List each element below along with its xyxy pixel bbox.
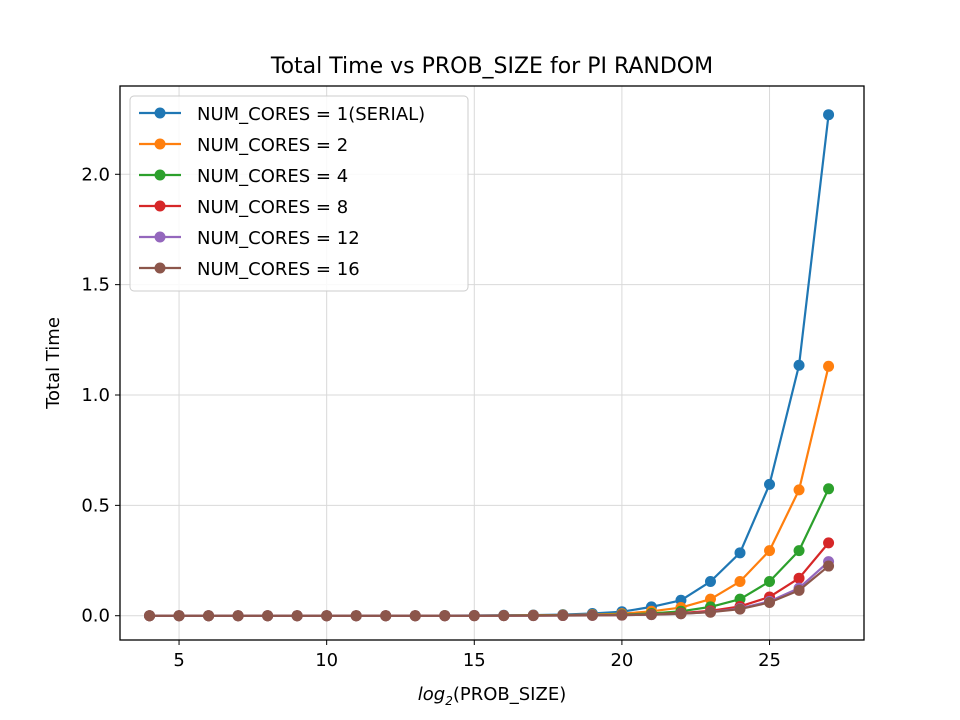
data-point bbox=[764, 576, 776, 588]
x-axis-label-rest: (PROB_SIZE) bbox=[453, 684, 566, 705]
y-tick-label: 2.0 bbox=[81, 164, 110, 185]
data-point bbox=[527, 610, 539, 622]
data-point bbox=[321, 610, 333, 622]
data-point bbox=[764, 545, 776, 557]
legend-label: NUM_CORES = 1(SERIAL) bbox=[197, 104, 425, 125]
data-point bbox=[498, 610, 510, 622]
x-tick-label: 20 bbox=[610, 650, 633, 671]
data-point bbox=[793, 584, 805, 596]
legend-marker bbox=[154, 138, 166, 150]
data-point bbox=[823, 537, 835, 549]
data-point bbox=[675, 608, 687, 620]
data-point bbox=[203, 610, 215, 622]
data-point bbox=[764, 478, 776, 490]
legend-marker bbox=[154, 107, 166, 119]
data-point bbox=[262, 610, 274, 622]
plot-frame bbox=[119, 85, 865, 641]
data-point bbox=[823, 483, 835, 495]
legend-item: NUM_CORES = 4 bbox=[139, 166, 348, 187]
x-tick-label: 10 bbox=[315, 650, 338, 671]
y-tick-label: 1.0 bbox=[81, 385, 110, 406]
series-6 bbox=[144, 560, 835, 622]
data-point bbox=[586, 609, 598, 621]
legend-item: NUM_CORES = 2 bbox=[139, 135, 348, 156]
x-axis-label-log: log bbox=[418, 684, 445, 705]
data-point bbox=[439, 610, 451, 622]
data-point bbox=[793, 484, 805, 496]
y-axis: 0.0 0.5 1.0 1.5 2.0 bbox=[81, 164, 120, 627]
legend-marker bbox=[154, 262, 166, 274]
data-point bbox=[409, 610, 421, 622]
chart-title: Total Time vs PROB_SIZE for PI RANDOM bbox=[270, 54, 713, 79]
data-point bbox=[380, 610, 392, 622]
data-point bbox=[468, 610, 480, 622]
legend-marker bbox=[154, 231, 166, 243]
data-point bbox=[291, 610, 303, 622]
data-point bbox=[764, 596, 776, 608]
data-point bbox=[793, 545, 805, 557]
legend-item: NUM_CORES = 8 bbox=[139, 197, 348, 218]
data-point bbox=[704, 593, 716, 605]
data-point bbox=[734, 603, 746, 615]
data-point bbox=[704, 576, 716, 588]
data-point bbox=[734, 576, 746, 588]
legend-marker bbox=[154, 169, 166, 181]
x-tick-label: 5 bbox=[173, 650, 184, 671]
x-tick-label: 25 bbox=[758, 650, 781, 671]
data-point bbox=[823, 360, 835, 372]
data-point bbox=[616, 609, 628, 621]
x-axis: 5 10 15 20 25 bbox=[173, 640, 781, 671]
data-point bbox=[823, 109, 835, 121]
legend-item: NUM_CORES = 1(SERIAL) bbox=[139, 104, 425, 125]
data-point bbox=[232, 610, 244, 622]
legend-label: NUM_CORES = 4 bbox=[197, 166, 348, 187]
legend-label: NUM_CORES = 2 bbox=[197, 135, 348, 156]
data-point bbox=[557, 610, 569, 621]
legend-item: NUM_CORES = 12 bbox=[139, 228, 360, 249]
data-point bbox=[173, 610, 185, 622]
series-layer bbox=[144, 109, 835, 622]
data-point bbox=[704, 606, 716, 618]
legend-item: NUM_CORES = 16 bbox=[139, 259, 360, 280]
x-axis-label-base: 2 bbox=[445, 694, 453, 708]
legend-label: NUM_CORES = 16 bbox=[197, 259, 360, 280]
legend-marker bbox=[154, 200, 166, 212]
data-point bbox=[144, 610, 156, 622]
y-tick-label: 0.5 bbox=[81, 495, 110, 516]
x-tick-label: 15 bbox=[463, 650, 486, 671]
data-point bbox=[645, 609, 657, 621]
legend-label: NUM_CORES = 8 bbox=[197, 197, 348, 218]
data-point bbox=[734, 547, 746, 559]
data-point bbox=[823, 560, 835, 572]
y-axis-label: Total Time bbox=[43, 317, 64, 410]
legend-box bbox=[129, 95, 469, 292]
x-axis-label: log2(PROB_SIZE) bbox=[418, 684, 566, 708]
y-tick-label: 0.0 bbox=[81, 606, 110, 627]
data-point bbox=[793, 359, 805, 371]
data-point bbox=[793, 572, 805, 584]
legend: NUM_CORES = 1(SERIAL) NUM_CORES = 2 NUM_CO… bbox=[129, 95, 469, 292]
data-point bbox=[350, 610, 362, 622]
legend-label: NUM_CORES = 12 bbox=[197, 228, 360, 249]
y-tick-label: 1.5 bbox=[81, 275, 110, 296]
